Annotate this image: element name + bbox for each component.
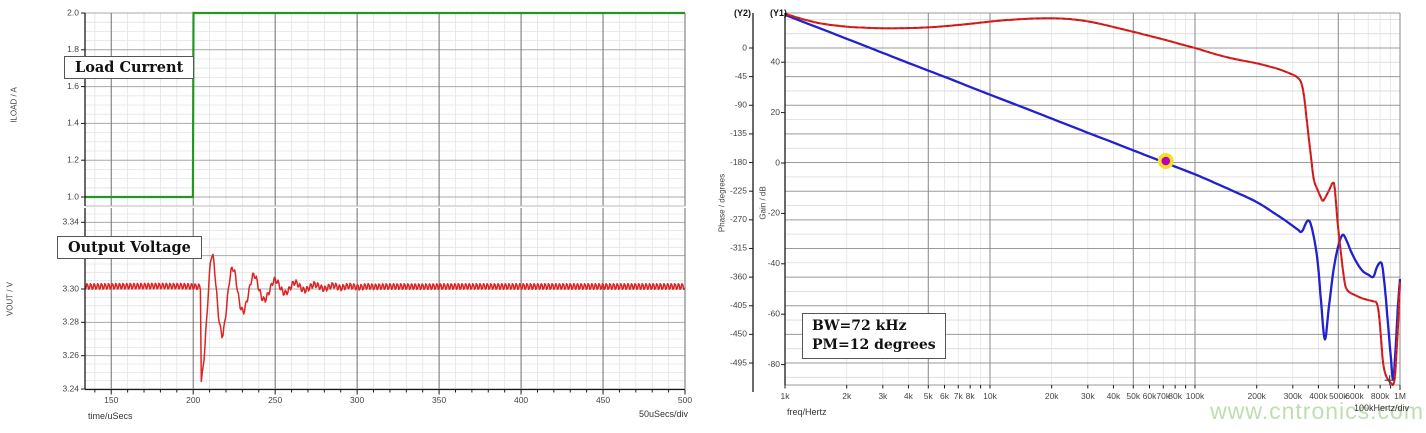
- phase-tick-label: -315: [730, 243, 747, 253]
- x-tick-label: 250: [268, 395, 282, 405]
- y-tick-label: 1.8: [67, 44, 79, 54]
- time-axis-label: time/uSecs: [88, 411, 133, 421]
- freq-tick-label: 10k: [983, 391, 997, 401]
- x-tick-label: 350: [432, 395, 446, 405]
- gain-tick-label: 20: [771, 107, 781, 117]
- freq-tick-label: 2k: [842, 391, 852, 401]
- phase-tick-label: -45: [735, 71, 748, 81]
- y-tick-label: 3.30: [62, 283, 79, 293]
- gain-tick-label: -80: [768, 359, 781, 369]
- freq-tick-label: 40k: [1107, 391, 1121, 401]
- x-tick-label: 500: [678, 395, 692, 405]
- y-tick-label: 3.28: [62, 317, 79, 327]
- phase-tick-label: 0: [742, 42, 747, 52]
- phase-tick-label: -270: [730, 214, 747, 224]
- phase-tick-label: -225: [730, 185, 747, 195]
- vout-axis-title: VOUT / V: [5, 281, 15, 317]
- freq-tick-label: 500k: [1329, 391, 1348, 401]
- freq-tick-label: 3k: [878, 391, 888, 401]
- time-per-div-label: 50uSecs/div: [638, 409, 688, 419]
- marker-dot: [1161, 156, 1171, 166]
- phase-tick-label: -495: [730, 357, 747, 367]
- freq-tick-label: 60k: [1143, 391, 1157, 401]
- y-tick-label: 3.34: [62, 217, 79, 227]
- phase-tick-label: -405: [730, 300, 747, 310]
- phase-axis-title: Phase / degrees: [717, 173, 727, 233]
- gain-tick-label: -40: [768, 258, 781, 268]
- bw-pm-annotation: BW=72 kHz PM=12 degrees: [802, 313, 946, 359]
- phase-tick-label: -360: [730, 271, 747, 281]
- phase-tick-label: -135: [730, 128, 747, 138]
- watermark: www.cntronics.com: [1210, 398, 1424, 424]
- y-tick-label: 2.0: [67, 7, 79, 17]
- y-tick-label: 1.2: [67, 154, 79, 164]
- freq-per-div-label: 100kHertz/div: [1353, 403, 1409, 413]
- gain-trace[interactable]: [784, 13, 1401, 381]
- y-tick-label: 1.4: [67, 118, 79, 128]
- gain-tick-label: -20: [768, 208, 781, 218]
- x-tick-label: 400: [514, 395, 528, 405]
- freq-tick-label: 8k: [966, 391, 976, 401]
- phase-tick-label: -450: [730, 329, 747, 339]
- y2-axis-tag: (Y2): [733, 8, 751, 18]
- load-chart-grid: [85, 12, 686, 207]
- crossover-marker[interactable]: [1157, 153, 1174, 169]
- freq-tick-label: 30k: [1081, 391, 1095, 401]
- x-tick-label: 200: [186, 395, 200, 405]
- freq-tick-label: 5k: [924, 391, 934, 401]
- y-tick-label: 1.6: [67, 81, 79, 91]
- freq-tick-label: 400k: [1309, 391, 1328, 401]
- gain-tick-label: 40: [771, 56, 781, 66]
- load-current-trace[interactable]: [85, 11, 685, 199]
- gain-tick-label: 0: [775, 157, 780, 167]
- cursor-cross[interactable]: [1384, 375, 1395, 386]
- freq-tick-label: 80k: [1168, 391, 1182, 401]
- bode-axes: 0 -45 -90 -135 -180 -225 -270 -315 -360 -405 -450 -…: [730, 13, 1406, 401]
- phase-trace-dashed-overlay: [784, 13, 1401, 386]
- left-axes: 2.01.81.61.41.21.03.343.323.303.283.263.…: [62, 7, 692, 405]
- gain-axis-title: Gain / dB: [758, 186, 768, 220]
- freq-tick-label: 1M: [1394, 391, 1406, 401]
- pm-value: PM=12 degrees: [812, 337, 936, 353]
- freq-tick-label: 4k: [904, 391, 914, 401]
- freq-tick-label: 70k: [1156, 391, 1170, 401]
- freq-tick-label: 100k: [1186, 391, 1205, 401]
- freq-tick-label: 50k: [1126, 391, 1140, 401]
- y-tick-label: 3.24: [62, 383, 79, 393]
- freq-tick-label: 300k: [1284, 391, 1303, 401]
- phase-tick-label: -90: [735, 100, 748, 110]
- freq-tick-label: 6k: [940, 391, 950, 401]
- freq-tick-label: 1k: [781, 391, 791, 401]
- x-tick-label: 150: [104, 395, 118, 405]
- x-tick-label: 300: [350, 395, 364, 405]
- load-current-label: Load Current: [64, 56, 195, 79]
- freq-tick-label: 200k: [1247, 391, 1266, 401]
- phase-tick-label: -180: [730, 157, 747, 167]
- freq-axis-label: freq/Hertz: [787, 407, 827, 417]
- y-tick-label: 3.26: [62, 350, 79, 360]
- y-tick-label: 1.0: [67, 191, 79, 201]
- freq-tick-label: 20k: [1045, 391, 1059, 401]
- freq-tick-label: 7k: [954, 391, 964, 401]
- y1-axis-tag: (Y1): [769, 8, 787, 18]
- freq-tick-label: 600k: [1345, 391, 1364, 401]
- iload-axis-title: ILOAD / A: [9, 87, 19, 123]
- vout-trace[interactable]: [84, 253, 686, 383]
- freq-tick-label: 800k: [1371, 391, 1390, 401]
- bw-value: BW=72 kHz: [812, 318, 907, 334]
- x-tick-label: 450: [596, 395, 610, 405]
- output-voltage-label: Output Voltage: [57, 236, 202, 259]
- gain-tick-label: -60: [768, 308, 781, 318]
